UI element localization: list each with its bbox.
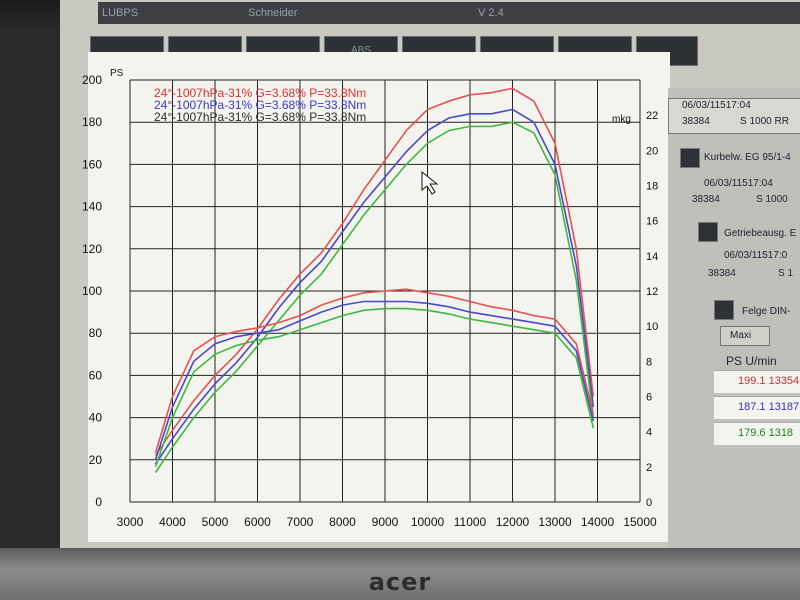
y-left-tick-label: 100 — [82, 284, 102, 298]
titlebar-left: LUBPS — [102, 7, 139, 19]
x-tick-label: 14000 — [581, 515, 615, 529]
plot-background — [88, 52, 670, 542]
x-tick-label: 15000 — [623, 515, 657, 529]
x-tick-label: 8000 — [329, 515, 356, 529]
series-line-5 — [154, 307, 595, 468]
y-right-tick-label: 6 — [646, 392, 652, 404]
monitor-brand-logo: acer — [368, 568, 432, 596]
y-left-unit: PS — [110, 68, 124, 79]
table-row-blue: 187.1 13187 — [714, 396, 800, 419]
panel-row-id-1: 38384 — [682, 116, 710, 127]
maxi-button[interactable] — [720, 326, 770, 346]
y-right-tick-label: 2 — [646, 462, 652, 474]
y-right-tick-label: 12 — [646, 286, 658, 298]
y-left-tick-label: 140 — [82, 200, 102, 214]
legend-entry-0: 24°-1007hPa-31% G=3.68% P=33.8Nm — [154, 86, 366, 100]
run-1-box[interactable] — [668, 98, 800, 134]
panel-row-model-1: S 1000 RR — [740, 116, 789, 127]
panel-row-model-2: S 1000 — [756, 194, 788, 205]
checkbox-icon[interactable] — [680, 148, 700, 168]
panel-row-date-2: 06/03/11517:04 — [704, 178, 773, 189]
mouse-cursor-icon — [421, 170, 439, 195]
series-line-4 — [154, 300, 595, 461]
series-line-0 — [154, 87, 595, 457]
close-icon[interactable] — [698, 222, 718, 242]
y-left-tick-label: 80 — [89, 326, 103, 340]
panel-row-date-3: 06/03/11517:0 — [724, 250, 788, 261]
y-left-tick-label: 200 — [82, 73, 102, 87]
legend-entry-2: 24°-1007hPa-31% G=3.68% P=33.8Nm — [154, 110, 366, 124]
x-tick-label: 3000 — [117, 515, 144, 529]
monitor-bezel-bottom — [0, 548, 800, 600]
y-left-tick-label: 40 — [89, 411, 103, 425]
titlebar-mid: Schneider — [248, 7, 298, 19]
panel-row-date-1: 06/03/11517:04 — [682, 100, 751, 111]
table-header: PS U/min — [726, 354, 777, 368]
y-right-tick-label: 16 — [646, 216, 658, 228]
table-row-red: 199.1 13354 — [714, 370, 800, 393]
series-line-1 — [154, 108, 595, 465]
panel-row-id-2: 38384 — [692, 194, 720, 205]
x-tick-label: 9000 — [372, 515, 399, 529]
x-tick-label: 12000 — [496, 515, 530, 529]
y-right-tick-label: 4 — [646, 427, 652, 439]
y-left-tick-label: 180 — [82, 115, 102, 129]
series-line-2 — [154, 121, 595, 473]
app-titlebar: LUBPS Schneider V 2.4 — [98, 2, 800, 24]
panel-row-sensor-3: Felge DIN- — [742, 306, 791, 317]
x-tick-label: 13000 — [538, 515, 572, 529]
table-row-green: 179.6 1318 — [714, 422, 800, 445]
legend-entry-1: 24°-1007hPa-31% G=3.68% P=33.8Nm — [154, 98, 366, 112]
panel-row-sensor-2: Getriebeausg. E — [724, 228, 797, 239]
x-tick-label: 6000 — [244, 515, 271, 529]
panel-row-id-3: 38384 — [708, 268, 736, 279]
titlebar-right: V 2.4 — [478, 7, 504, 19]
y-right-tick-label: 8 — [646, 356, 652, 368]
y-right-unit: mkg — [612, 114, 631, 125]
panel-row-model-3: S 1 — [778, 268, 794, 279]
series-line-3 — [154, 288, 595, 454]
x-tick-label: 4000 — [159, 515, 186, 529]
y-right-tick-label: 20 — [646, 145, 658, 157]
panel-row-sensor-1: Kurbelw. EG 95/1-4 — [704, 152, 791, 163]
y-left-tick-label: 160 — [82, 157, 102, 171]
y-right-tick-label: 14 — [646, 251, 658, 263]
x-tick-label: 11000 — [454, 515, 487, 529]
y-right-tick-label: 18 — [646, 181, 658, 193]
x-tick-label: 7000 — [287, 515, 314, 529]
y-left-tick-label: 0 — [95, 495, 102, 509]
y-left-tick-label: 20 — [89, 453, 103, 467]
y-right-tick-label: 10 — [646, 321, 658, 333]
maxi-label: Maxi — [730, 330, 752, 341]
y-right-tick-label: 0 — [646, 497, 652, 509]
x-tick-label: 5000 — [202, 515, 229, 529]
y-right-tick-label: 22 — [646, 110, 658, 122]
x-tick-label: 10000 — [411, 515, 445, 529]
close-icon-2[interactable] — [714, 300, 734, 320]
y-left-tick-label: 120 — [82, 242, 102, 256]
y-left-tick-label: 60 — [89, 368, 103, 382]
results-panel: 06/03/11517:04 38384 S 1000 RR Kurbelw. … — [668, 88, 800, 548]
